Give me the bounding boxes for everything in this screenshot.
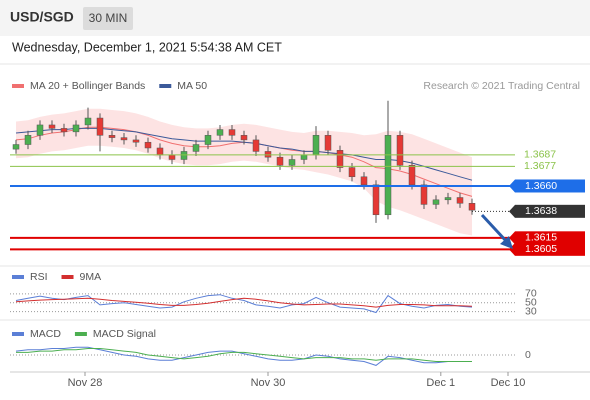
forecast-arrow — [480, 213, 513, 249]
level-tag-tip — [509, 231, 515, 245]
timeframe[interactable]: 30 MIN — [89, 11, 128, 25]
candle-body — [396, 135, 404, 166]
legend-swatch — [61, 275, 74, 279]
legend-swatch — [12, 275, 24, 279]
level-label: 1.3677 — [524, 160, 556, 172]
candle-body — [276, 156, 284, 166]
candle-body — [372, 184, 380, 216]
y-tick-label: 50 — [525, 296, 537, 308]
timestamp: Wednesday, December 1, 2021 5:54:38 AM C… — [12, 40, 282, 54]
candle-body — [12, 144, 20, 150]
y-tick-label: 70 — [525, 288, 537, 300]
x-tick-label: Dec 10 — [491, 377, 526, 389]
level-tag-tip — [509, 204, 515, 218]
candle-body — [252, 139, 260, 152]
legend-label: MA 50 — [177, 80, 207, 92]
level-label: 1.3687 — [524, 149, 556, 161]
candle-body — [456, 197, 464, 204]
level-tag — [515, 231, 585, 245]
level-label: 1.3605 — [525, 243, 557, 255]
candle-body — [468, 203, 476, 211]
level-tag — [515, 242, 585, 256]
candle-body — [432, 199, 440, 205]
legend-label: RSI — [30, 271, 48, 283]
candle-body — [132, 139, 140, 143]
candle-body — [84, 117, 92, 126]
candle-body — [360, 176, 368, 186]
candle-body — [72, 124, 80, 133]
candle-body — [192, 144, 200, 152]
candle-body — [240, 135, 248, 141]
indicator-line — [15, 294, 473, 314]
candle-body — [300, 154, 308, 160]
candle-body — [96, 117, 104, 136]
level-tag-tip — [509, 179, 515, 193]
level-label: 1.3615 — [525, 232, 557, 244]
legend-label: MA 20 + Bollinger Bands — [30, 80, 145, 92]
candle-body — [336, 150, 344, 168]
candle-body — [444, 197, 452, 201]
candle-body — [180, 151, 188, 160]
candle-body — [288, 159, 296, 166]
candle-body — [108, 135, 116, 138]
candle-body — [264, 151, 272, 158]
candle-body — [48, 124, 56, 129]
legend-swatch — [74, 332, 87, 336]
x-tick-label: Nov 28 — [68, 377, 103, 389]
indicator-line — [15, 297, 473, 308]
legend-swatch — [12, 84, 24, 88]
candle-body — [60, 128, 68, 133]
level-tag — [515, 179, 585, 193]
level-label: 1.3638 — [525, 205, 557, 217]
y-tick-label: 30 — [525, 305, 537, 317]
bollinger-band — [16, 108, 472, 236]
symbol: USD/SGD — [10, 9, 74, 25]
legend-swatch — [159, 84, 172, 88]
candle-body — [36, 124, 44, 136]
timeframe-button[interactable] — [83, 7, 133, 30]
candle-body — [312, 135, 320, 156]
candle-body — [228, 129, 236, 136]
x-tick-label: Dec 1 — [426, 377, 455, 389]
x-tick-label: Nov 30 — [251, 377, 286, 389]
candle-body — [420, 184, 428, 205]
candle-body — [408, 165, 416, 186]
candle-body — [204, 135, 212, 145]
level-tag — [515, 204, 585, 218]
y-tick-label: 0 — [525, 349, 531, 361]
credit: Research © 2021 Trading Central — [423, 80, 580, 92]
legend-label: 9MA — [80, 271, 102, 283]
indicator-line — [15, 346, 472, 366]
indicator-line — [16, 348, 472, 362]
candle-body — [144, 141, 152, 149]
level-tag-tip — [509, 242, 515, 256]
legend-swatch — [12, 332, 24, 336]
candle-body — [156, 147, 164, 156]
candle-body — [348, 167, 356, 178]
plots: MA 20 + Bollinger Bands MA 50 1.36871.3677… — [10, 80, 585, 389]
legend-label: MACD — [30, 328, 61, 340]
candle-body — [384, 135, 392, 216]
level-label: 1.3660 — [525, 180, 557, 192]
candle-body — [24, 135, 32, 145]
candle-body — [168, 154, 176, 160]
legend-label: MACD Signal — [93, 328, 156, 340]
candle-body — [216, 129, 224, 136]
candle-body — [324, 135, 332, 151]
candle-body — [120, 137, 128, 141]
